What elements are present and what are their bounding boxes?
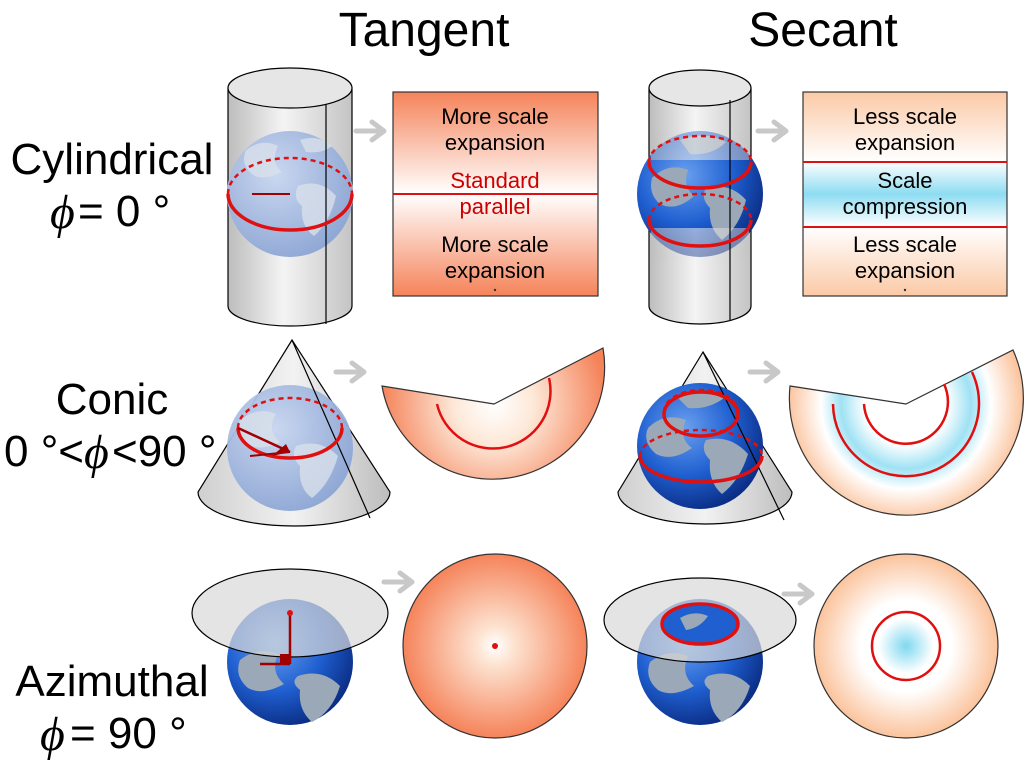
projection-box	[802, 91, 1008, 297]
azimuthal-condition: = 90 °	[70, 709, 187, 758]
right-angle-marker	[280, 654, 290, 664]
center-dot	[903, 288, 907, 292]
standard-parallel-arc	[862, 383, 950, 446]
arrow-icon	[784, 585, 812, 603]
conic-label: Conic	[56, 375, 169, 424]
globe-cap	[662, 604, 738, 644]
azimuthal-label: Azimuthal	[15, 657, 208, 706]
cylindrical-condition: = 0 °	[78, 187, 170, 236]
center-dot	[493, 288, 497, 292]
box-top-line1: More scale	[441, 104, 549, 129]
cone-seam	[291, 339, 371, 519]
standard-parallel-front	[662, 390, 740, 438]
cone-seam	[702, 351, 785, 521]
cylindrical-phi: ϕ	[50, 186, 75, 239]
globe	[637, 383, 763, 509]
azimuthal-phi: ϕ	[40, 708, 65, 761]
arrow-icon	[758, 122, 786, 140]
tangent-cylinder-projection-box: More scale expansion Standard parallel M…	[392, 91, 599, 297]
arrow-icon	[750, 363, 778, 381]
row-label-azimuthal: Azimuthal ϕ = 90 °	[15, 657, 208, 761]
box-bottom-line1: Less scale	[853, 232, 957, 257]
globe	[227, 385, 353, 511]
angle-marker	[272, 444, 290, 456]
secant-cone-projection	[788, 349, 1024, 516]
cone-fan	[788, 349, 1024, 516]
standard-parallel	[660, 602, 740, 646]
tangent-plane-illustration	[191, 568, 389, 725]
secant-plane-illustration	[603, 577, 797, 725]
standard-parallel-front	[638, 455, 764, 484]
projection-disk	[813, 553, 999, 739]
conic-phi: ϕ	[84, 426, 109, 479]
conic-condition-right: <90 °	[112, 427, 216, 476]
cylindrical-label: Cylindrical	[11, 135, 214, 184]
arrow-icon	[336, 363, 364, 381]
tangent-cone-projection	[381, 347, 606, 480]
tangent-cone-illustration	[197, 338, 391, 527]
secant-header: Secant	[748, 4, 897, 57]
secant-azimuthal-projection	[813, 553, 999, 739]
secant-cylinder-illustration	[637, 69, 763, 325]
box-mid-line2: compression	[843, 194, 968, 219]
arrow-icon	[356, 122, 384, 140]
tangent-point	[287, 610, 293, 616]
box-top-line2: expansion	[855, 130, 955, 155]
tangent-azimuthal-projection	[402, 553, 588, 739]
tangent-cylinder-illustration	[226, 67, 354, 327]
globe	[637, 130, 763, 262]
box-mid-line2: parallel	[460, 194, 531, 219]
tangent-header: Tangent	[339, 4, 510, 57]
standard-parallel-front	[647, 161, 753, 190]
standard-parallel-back	[647, 192, 753, 221]
secant-cylinder-projection-box: Less scale expansion Scale compression L…	[802, 91, 1008, 297]
standard-parallel-front	[226, 193, 354, 232]
box-top-line2: expansion	[445, 130, 545, 155]
cylinder-top	[648, 69, 752, 107]
row-label-cylindrical: Cylindrical ϕ = 0 °	[11, 135, 214, 239]
standard-parallel-circle	[870, 610, 942, 682]
box-top-line1: Less scale	[853, 104, 957, 129]
box-bottom-line1: More scale	[441, 232, 549, 257]
standard-parallel-back	[647, 134, 753, 163]
box-bottom-line2: expansion	[855, 258, 955, 283]
secant-cone-illustration	[617, 350, 793, 525]
box-mid-line1: Scale	[877, 168, 932, 193]
conic-condition-left: 0 °<	[4, 427, 84, 476]
box-bottom-line2: expansion	[445, 258, 545, 283]
standard-parallel-front	[647, 219, 753, 248]
cylinder-top	[227, 67, 353, 109]
standard-parallel-front	[236, 427, 344, 460]
standard-parallel-back	[638, 428, 764, 457]
row-label-conic: Conic 0 °< ϕ <90 °	[4, 375, 216, 479]
standard-parallel-arc	[435, 377, 552, 450]
standard-parallel-arc	[831, 371, 981, 478]
cone-fan	[381, 347, 606, 480]
box-mid-line1: Standard	[450, 168, 539, 193]
standard-parallel-back	[226, 156, 354, 195]
arrow-icon	[384, 573, 412, 591]
standard-parallel-back	[236, 396, 344, 429]
standard-point	[492, 643, 498, 649]
